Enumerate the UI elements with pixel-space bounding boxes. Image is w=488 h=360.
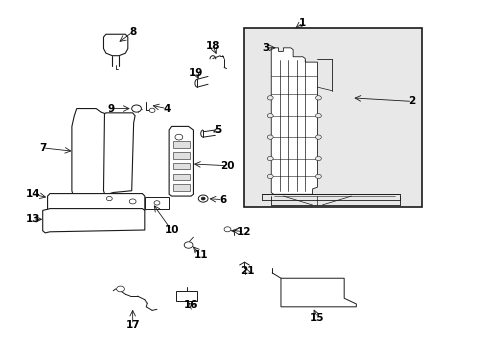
Circle shape	[116, 286, 124, 292]
Bar	[172, 184, 189, 191]
Circle shape	[267, 174, 273, 179]
Text: 15: 15	[309, 312, 324, 323]
Text: 3: 3	[262, 43, 269, 53]
Polygon shape	[42, 208, 144, 233]
Circle shape	[315, 157, 321, 161]
Text: 19: 19	[188, 68, 203, 78]
Circle shape	[201, 197, 204, 200]
Circle shape	[175, 134, 183, 140]
Text: 20: 20	[220, 161, 234, 171]
Bar	[244, 28, 421, 207]
Polygon shape	[72, 109, 106, 198]
Circle shape	[129, 199, 136, 204]
Text: 5: 5	[214, 125, 221, 135]
Circle shape	[315, 135, 321, 139]
Text: 6: 6	[219, 195, 226, 204]
Polygon shape	[271, 48, 317, 194]
Circle shape	[131, 105, 141, 112]
Bar	[176, 292, 197, 301]
Text: 18: 18	[205, 41, 220, 51]
Text: 1: 1	[299, 18, 306, 28]
Text: 16: 16	[183, 300, 198, 310]
Circle shape	[106, 197, 112, 201]
Text: 17: 17	[125, 320, 140, 330]
Text: 10: 10	[164, 225, 179, 235]
Text: 12: 12	[237, 227, 251, 237]
Text: 14: 14	[26, 189, 40, 199]
Circle shape	[184, 242, 193, 248]
Text: 8: 8	[129, 27, 136, 37]
Polygon shape	[47, 194, 144, 210]
Circle shape	[315, 96, 321, 100]
Circle shape	[267, 113, 273, 118]
Circle shape	[267, 135, 273, 139]
Polygon shape	[169, 126, 193, 196]
Bar	[172, 163, 189, 169]
Bar	[172, 141, 189, 148]
Text: 9: 9	[107, 104, 114, 113]
Bar	[144, 197, 169, 208]
Text: 4: 4	[163, 104, 170, 113]
Circle shape	[149, 108, 155, 112]
Polygon shape	[281, 278, 356, 307]
Polygon shape	[103, 113, 135, 194]
Text: 21: 21	[239, 266, 254, 276]
Bar	[172, 152, 189, 158]
Circle shape	[267, 96, 273, 100]
Circle shape	[198, 195, 207, 202]
Text: 2: 2	[408, 96, 415, 107]
Bar	[172, 174, 189, 180]
Circle shape	[154, 201, 160, 205]
Circle shape	[267, 157, 273, 161]
Polygon shape	[103, 34, 127, 56]
Text: 13: 13	[26, 214, 40, 224]
Text: 11: 11	[193, 250, 207, 260]
Circle shape	[224, 227, 230, 232]
Text: 7: 7	[39, 143, 46, 153]
Circle shape	[315, 113, 321, 118]
Circle shape	[315, 174, 321, 179]
